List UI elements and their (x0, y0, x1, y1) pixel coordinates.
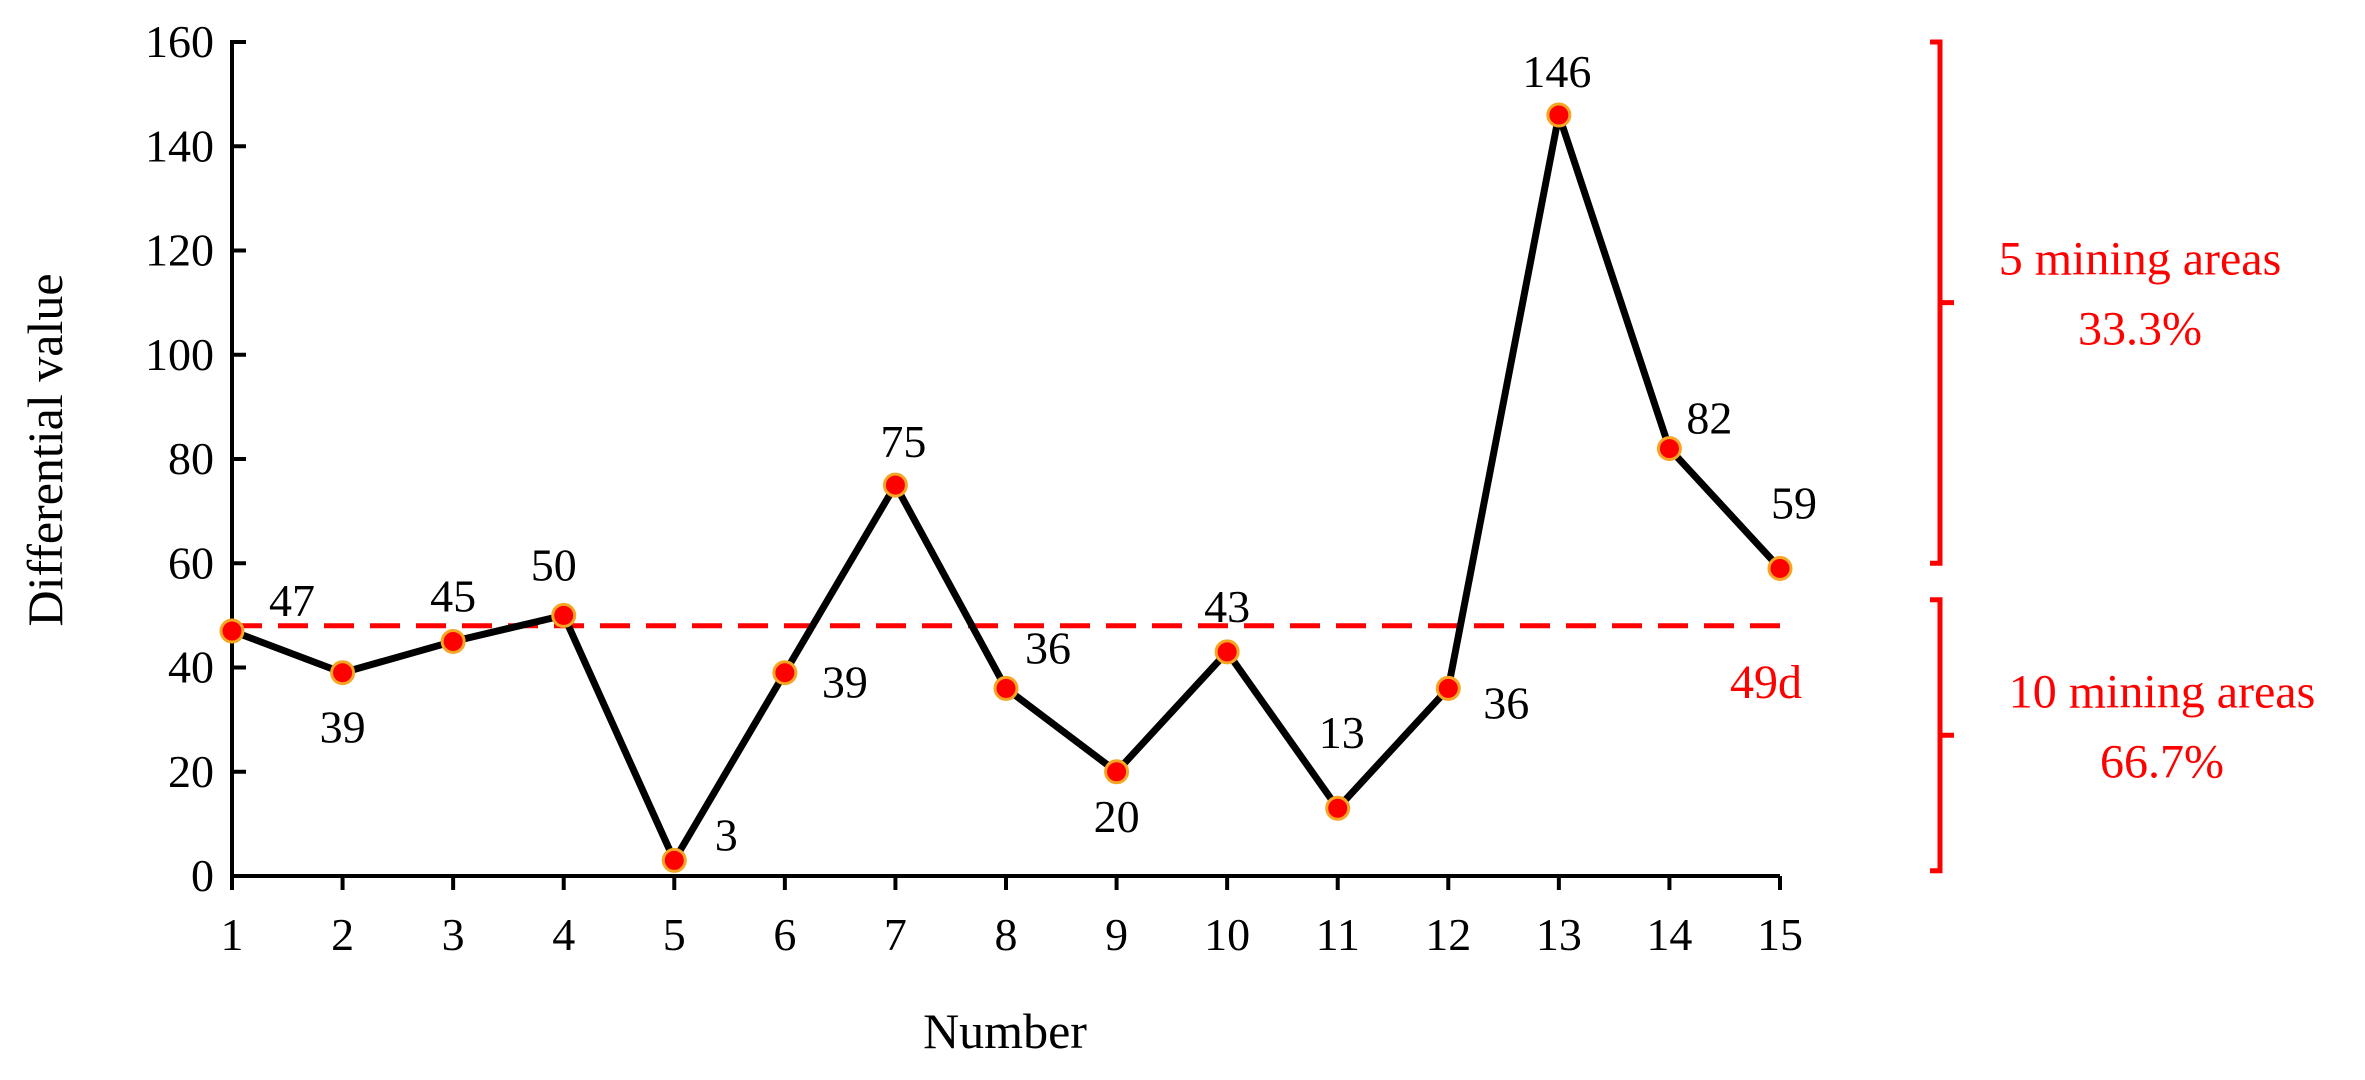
data-label: 45 (430, 570, 476, 621)
data-label: 47 (269, 575, 315, 626)
data-point (993, 675, 1019, 701)
data-point (219, 618, 245, 644)
series-group (219, 102, 1793, 873)
x-tick-label: 12 (1425, 909, 1471, 960)
data-point (1214, 639, 1240, 665)
data-point (1656, 436, 1682, 462)
data-point (1767, 555, 1793, 581)
data-point (1435, 675, 1461, 701)
y-tick-label: 60 (168, 537, 214, 588)
x-tick-label: 1 (221, 909, 244, 960)
bracket-label: 5 mining areas (1999, 233, 2282, 286)
series-line (230, 111, 1783, 864)
data-point (661, 847, 687, 873)
data-label: 13 (1319, 707, 1365, 758)
y-tick-label: 140 (145, 120, 214, 171)
data-point (772, 660, 798, 686)
data-labels: 47 39 45 50 3 39 75 36 20 43 13 36 146 82 59 (269, 46, 1817, 860)
data-point (440, 628, 466, 654)
x-tick-label: 9 (1105, 909, 1128, 960)
data-label: 3 (715, 809, 738, 860)
x-tick-label: 8 (995, 909, 1018, 960)
data-point (1104, 759, 1130, 785)
x-tick-label: 10 (1204, 909, 1250, 960)
x-tick-label: 13 (1536, 909, 1582, 960)
bracket-percent: 33.3% (2078, 303, 2202, 356)
data-label: 20 (1094, 791, 1140, 842)
data-label: 39 (822, 657, 868, 708)
x-tick-label: 2 (331, 909, 354, 960)
data-label: 39 (320, 702, 366, 753)
x-tick-label: 5 (663, 909, 686, 960)
data-label: 59 (1771, 477, 1817, 528)
x-tick-label: 14 (1646, 909, 1692, 960)
x-tick-label: 4 (552, 909, 575, 960)
data-label: 146 (1522, 46, 1591, 97)
y-tick-label: 40 (168, 642, 214, 693)
y-tick-label: 20 (168, 746, 214, 797)
y-tick-label: 120 (145, 225, 214, 276)
y-tick-label: 160 (145, 16, 214, 67)
data-point (882, 472, 908, 498)
brackets-group: 5 mining areas 33.3% 10 mining areas 66.7% (1930, 39, 2316, 874)
x-tick-label: 11 (1316, 909, 1360, 960)
reference-line-label: 49d (1730, 656, 1802, 709)
data-point (1325, 795, 1351, 821)
bracket-label: 10 mining areas (2009, 665, 2316, 718)
data-point (551, 602, 577, 628)
y-axis-title: Differential value (17, 273, 73, 626)
data-point (330, 660, 356, 686)
reference-line-group: 49d (232, 623, 1802, 709)
y-tick-label: 100 (145, 329, 214, 380)
data-label: 50 (531, 539, 577, 590)
x-tick-label: 7 (884, 909, 907, 960)
bracket (1930, 39, 1954, 566)
data-point (1546, 102, 1572, 128)
bracket-percent: 66.7% (2100, 735, 2224, 788)
x-tick-label: 15 (1757, 909, 1803, 960)
data-label: 75 (880, 416, 926, 467)
data-label: 36 (1025, 622, 1071, 673)
x-tick-label: 3 (442, 909, 465, 960)
y-tick-label: 0 (191, 850, 214, 901)
y-tick-label: 80 (168, 433, 214, 484)
x-tick-label: 6 (773, 909, 796, 960)
data-label: 82 (1686, 393, 1732, 444)
x-axis-title: Number (923, 1003, 1087, 1059)
data-label: 36 (1483, 677, 1529, 728)
data-label: 43 (1204, 581, 1250, 632)
bracket (1930, 597, 1954, 874)
